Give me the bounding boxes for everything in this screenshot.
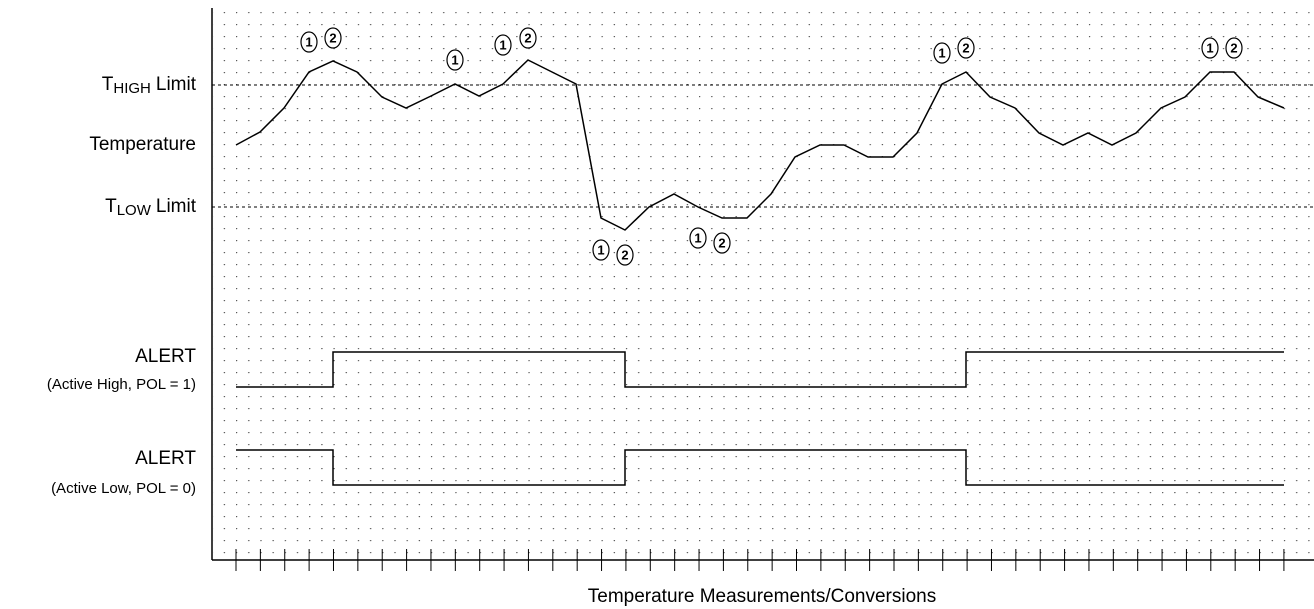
t-low-label: TLOW Limit xyxy=(105,196,197,219)
alert-high-title: ALERT xyxy=(135,346,196,367)
marker-label: 1 xyxy=(1206,41,1213,56)
marker-circle xyxy=(300,31,318,53)
marker-circle xyxy=(933,42,951,64)
marker-label: 2 xyxy=(718,236,725,251)
marker-label: 2 xyxy=(962,41,969,56)
marker-circle xyxy=(446,49,464,71)
marker-circle xyxy=(689,227,707,249)
marker-label: 1 xyxy=(451,53,458,68)
marker-circle xyxy=(616,244,634,266)
alert-high-note: (Active High, POL = 1) xyxy=(47,376,196,393)
marker-label: 2 xyxy=(329,31,336,46)
axes xyxy=(211,8,1314,561)
marker-label: 1 xyxy=(305,35,312,50)
marker-circle xyxy=(324,27,342,49)
temperature-curve xyxy=(235,59,1285,231)
marker-label: 1 xyxy=(694,231,701,246)
marker-label: 2 xyxy=(524,31,531,46)
marker-label: 2 xyxy=(1230,41,1237,56)
marker-label: 2 xyxy=(621,248,628,263)
tick-marks xyxy=(235,549,1285,571)
marker-circle xyxy=(519,27,537,49)
x-axis-label: Temperature Measurements/Conversions xyxy=(588,586,937,607)
marker-circle xyxy=(494,34,512,56)
markers: 1 2 1 1 2 1 2 1 2 1 2 1 2 xyxy=(300,27,1243,266)
marker-label: 1 xyxy=(499,38,506,53)
alert-low-note: (Active Low, POL = 0) xyxy=(51,480,196,497)
marker-circle xyxy=(713,232,731,254)
temperature-label: Temperature xyxy=(89,134,196,155)
dot-grid xyxy=(213,10,1314,558)
alert-low-signal xyxy=(236,449,1284,486)
alert-high-signal xyxy=(236,351,1284,388)
marker-circle xyxy=(957,37,975,59)
marker-label: 1 xyxy=(938,46,945,61)
marker-label: 1 xyxy=(597,243,604,258)
marker-circle xyxy=(1201,37,1219,59)
marker-circle xyxy=(592,239,610,261)
alert-low-title: ALERT xyxy=(135,448,196,469)
t-high-label: THIGH Limit xyxy=(102,74,197,97)
marker-circle xyxy=(1225,37,1243,59)
